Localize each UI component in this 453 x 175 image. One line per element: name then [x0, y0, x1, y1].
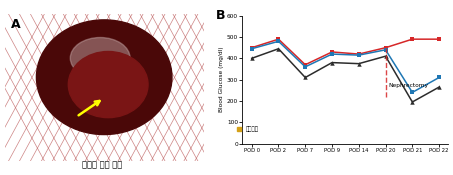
Text: 도세포 이식 상태: 도세포 이식 상태 [82, 161, 122, 170]
Text: A: A [10, 18, 20, 31]
Text: B: B [216, 9, 225, 22]
Legend: 정상혈당: 정상혈당 [235, 124, 260, 134]
Ellipse shape [70, 37, 130, 79]
Ellipse shape [36, 20, 172, 135]
Y-axis label: Blood Glucose (mg/dl): Blood Glucose (mg/dl) [219, 47, 224, 113]
Text: Nephrectomy: Nephrectomy [388, 83, 428, 88]
Ellipse shape [68, 51, 148, 118]
